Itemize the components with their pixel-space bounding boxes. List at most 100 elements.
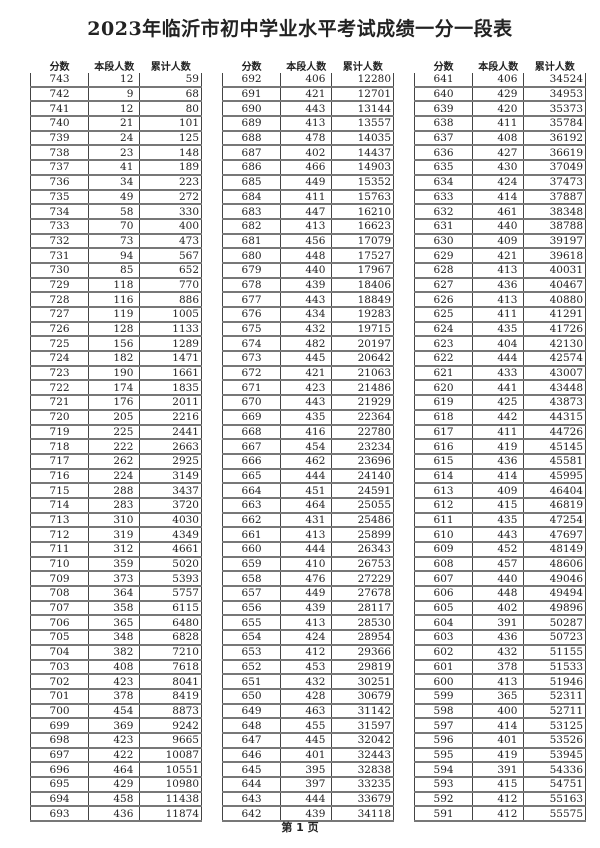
count-cell: 444 <box>280 542 333 558</box>
table-row: 719 225 2441 <box>29 424 202 441</box>
cumulative-cell: 3437 <box>139 483 202 499</box>
header-count: 本段人数 <box>94 62 135 73</box>
cumulative-cell: 44726 <box>523 424 586 441</box>
count-cell: 413 <box>280 116 333 132</box>
score-cell: 689 <box>221 116 282 132</box>
table-row: 659 410 26753 <box>221 556 394 573</box>
cumulative-cell: 52711 <box>523 703 586 720</box>
count-cell: 116 <box>88 292 141 308</box>
cumulative-cell: 3720 <box>139 497 202 514</box>
table-row: 703 408 7618 <box>29 659 202 676</box>
table-row: 616 419 45145 <box>413 439 586 455</box>
score-cell: 703 <box>29 659 90 676</box>
cumulative-cell: 59 <box>139 73 202 88</box>
count-cell: 369 <box>88 718 141 734</box>
count-cell: 424 <box>280 630 333 646</box>
table-row: 720 205 2216 <box>29 409 202 426</box>
cumulative-cell: 16623 <box>331 218 394 235</box>
score-cell: 636 <box>413 145 474 162</box>
cumulative-cell: 15352 <box>331 174 394 191</box>
count-cell: 413 <box>472 292 525 308</box>
cumulative-cell: 1133 <box>139 321 202 338</box>
table-row: 716 224 3149 <box>29 468 202 485</box>
count-cell: 404 <box>472 336 525 353</box>
cumulative-cell: 21486 <box>331 380 394 397</box>
cumulative-cell: 34953 <box>523 86 586 103</box>
score-cell: 726 <box>29 321 90 338</box>
count-cell: 439 <box>280 600 333 617</box>
count-cell: 359 <box>88 556 141 573</box>
cumulative-cell: 68 <box>139 86 202 103</box>
score-cell: 658 <box>221 571 282 588</box>
score-cell: 723 <box>29 365 90 382</box>
score-cell: 613 <box>413 483 474 499</box>
cumulative-cell: 28530 <box>331 615 394 632</box>
table-row: 725 156 1289 <box>29 336 202 353</box>
score-cell: 700 <box>29 703 90 720</box>
count-cell: 454 <box>280 439 333 455</box>
score-cell: 728 <box>29 292 90 308</box>
table-row: 614 414 45995 <box>413 468 586 485</box>
cumulative-cell: 2663 <box>139 439 202 455</box>
table-row: 709 373 5393 <box>29 571 202 588</box>
count-cell: 445 <box>280 732 333 749</box>
count-cell: 373 <box>88 571 141 588</box>
cumulative-cell: 35373 <box>523 101 586 118</box>
page-number: 第 1 页 <box>281 821 319 834</box>
header-count: 本段人数 <box>286 62 327 73</box>
count-cell: 444 <box>472 351 525 367</box>
cumulative-cell: 50287 <box>523 615 586 632</box>
count-cell: 224 <box>88 468 141 485</box>
cumulative-cell: 4661 <box>139 542 202 558</box>
table-row: 613 409 46404 <box>413 483 586 499</box>
table-row: 670 443 21929 <box>221 395 394 411</box>
table-row: 667 454 23234 <box>221 439 394 455</box>
cumulative-cell: 18849 <box>331 292 394 308</box>
table-row: 655 413 28530 <box>221 615 394 632</box>
score-cell: 670 <box>221 395 282 411</box>
table-row: 692 406 12280 <box>221 73 394 88</box>
cumulative-cell: 38788 <box>523 218 586 235</box>
count-cell: 454 <box>88 703 141 720</box>
cumulative-cell: 43448 <box>523 380 586 397</box>
table-row: 594 391 54336 <box>413 762 586 778</box>
table-row: 732 73 473 <box>29 233 202 250</box>
cumulative-cell: 54751 <box>523 777 586 793</box>
score-cell: 688 <box>221 130 282 147</box>
score-cell: 608 <box>413 556 474 573</box>
table-row: 714 283 3720 <box>29 497 202 514</box>
score-cell: 627 <box>413 277 474 294</box>
count-cell: 24 <box>88 130 141 147</box>
score-cell: 662 <box>221 512 282 529</box>
header-row: 分数 本段人数 累计人数 <box>31 58 202 73</box>
count-cell: 119 <box>88 307 141 323</box>
cumulative-cell: 2216 <box>139 409 202 426</box>
table-row: 596 401 53526 <box>413 732 586 749</box>
cumulative-cell: 1835 <box>139 380 202 397</box>
table-row: 599 365 52311 <box>413 688 586 705</box>
score-cell: 645 <box>221 762 282 778</box>
cumulative-cell: 36619 <box>523 145 586 162</box>
table-row: 648 455 31597 <box>221 718 394 734</box>
table-row: 688 478 14035 <box>221 130 394 147</box>
score-cell: 631 <box>413 218 474 235</box>
score-cell: 607 <box>413 571 474 588</box>
count-cell: 423 <box>88 674 141 690</box>
count-cell: 476 <box>280 571 333 588</box>
cumulative-cell: 32042 <box>331 732 394 749</box>
count-cell: 382 <box>88 644 141 661</box>
score-cell: 639 <box>413 101 474 118</box>
count-cell: 421 <box>472 248 525 264</box>
score-cell: 664 <box>221 483 282 499</box>
cumulative-cell: 101 <box>139 116 202 132</box>
count-cell: 482 <box>280 336 333 353</box>
score-cell: 610 <box>413 527 474 543</box>
table-row: 722 174 1835 <box>29 380 202 397</box>
score-cell: 624 <box>413 321 474 338</box>
cumulative-cell: 886 <box>139 292 202 308</box>
count-cell: 411 <box>280 189 333 206</box>
table-row: 675 432 19715 <box>221 321 394 338</box>
table-row: 591 412 55575 <box>413 806 586 823</box>
table-row: 642 439 34118 <box>221 806 394 823</box>
header-count: 本段人数 <box>478 62 519 73</box>
